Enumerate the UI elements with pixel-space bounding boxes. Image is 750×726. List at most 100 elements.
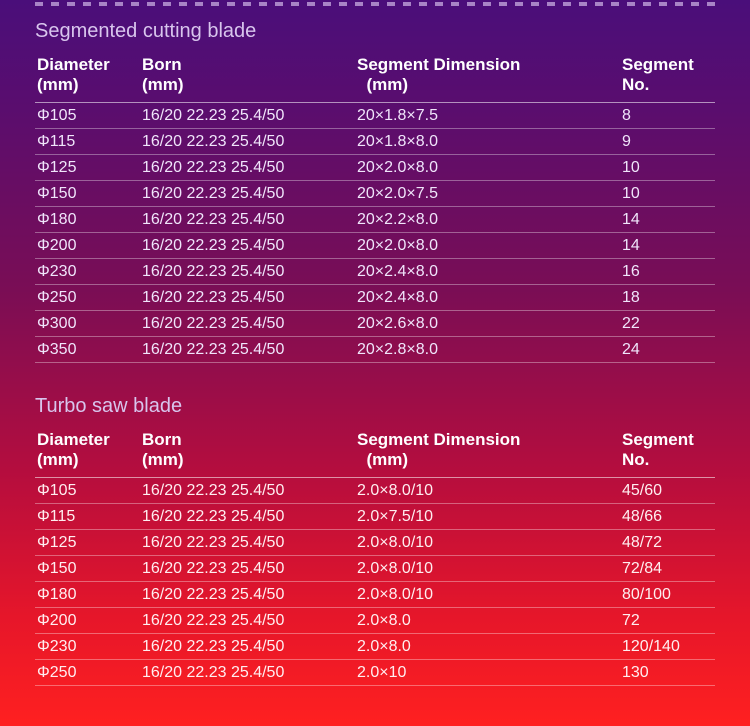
cell: 14 [620,233,715,259]
cell: 2.0×7.5/10 [355,504,620,530]
table-row: Φ10516/20 22.23 25.4/502.0×8.0/1045/60 [35,478,715,504]
table-header-row: Diameter(mm) Born(mm) Segment Dimension … [35,51,715,103]
cell: Φ180 [35,207,140,233]
segmented-tbody: Φ10516/20 22.23 25.4/5020×1.8×7.58Φ11516… [35,103,715,363]
dashed-divider [35,2,715,6]
cell: 16/20 22.23 25.4/50 [140,259,355,285]
table-row: Φ11516/20 22.23 25.4/5020×1.8×8.09 [35,129,715,155]
col-header-born: Born(mm) [140,51,355,103]
table-row: Φ30016/20 22.23 25.4/5020×2.6×8.022 [35,311,715,337]
cell: 20×2.0×8.0 [355,155,620,181]
table-row: Φ20016/20 22.23 25.4/502.0×8.072 [35,608,715,634]
table-row: Φ25016/20 22.23 25.4/5020×2.4×8.018 [35,285,715,311]
cell: Φ105 [35,478,140,504]
table-row: Φ12516/20 22.23 25.4/502.0×8.0/1048/72 [35,530,715,556]
cell: 20×2.6×8.0 [355,311,620,337]
table-row: Φ12516/20 22.23 25.4/5020×2.0×8.010 [35,155,715,181]
cell: 16/20 22.23 25.4/50 [140,556,355,582]
cell: 16/20 22.23 25.4/50 [140,207,355,233]
table-row: Φ20016/20 22.23 25.4/5020×2.0×8.014 [35,233,715,259]
cell: 16/20 22.23 25.4/50 [140,181,355,207]
cell: 120/140 [620,634,715,660]
cell: 8 [620,103,715,129]
table-row: Φ18016/20 22.23 25.4/502.0×8.0/1080/100 [35,582,715,608]
cell: 16/20 22.23 25.4/50 [140,608,355,634]
cell: Φ200 [35,233,140,259]
cell: 16 [620,259,715,285]
table-row: Φ23016/20 22.23 25.4/502.0×8.0120/140 [35,634,715,660]
cell: 16/20 22.23 25.4/50 [140,530,355,556]
cell: 48/72 [620,530,715,556]
cell: Φ125 [35,530,140,556]
cell: 9 [620,129,715,155]
section-title-segmented: Segmented cutting blade [35,20,715,43]
cell: 2.0×8.0/10 [355,478,620,504]
cell: 20×2.0×7.5 [355,181,620,207]
cell: 16/20 22.23 25.4/50 [140,103,355,129]
cell: Φ150 [35,181,140,207]
cell: Φ200 [35,608,140,634]
cell: 16/20 22.23 25.4/50 [140,155,355,181]
cell: Φ230 [35,634,140,660]
cell: Φ150 [35,556,140,582]
cell: 16/20 22.23 25.4/50 [140,478,355,504]
cell: 20×2.8×8.0 [355,337,620,363]
cell: 20×2.0×8.0 [355,233,620,259]
cell: 14 [620,207,715,233]
cell: 2.0×8.0/10 [355,556,620,582]
cell: Φ115 [35,129,140,155]
cell: 20×2.4×8.0 [355,259,620,285]
table-row: Φ11516/20 22.23 25.4/502.0×7.5/1048/66 [35,504,715,530]
cell: 20×1.8×7.5 [355,103,620,129]
cell: 2.0×8.0 [355,608,620,634]
cell: 72 [620,608,715,634]
table-row: Φ18016/20 22.23 25.4/5020×2.2×8.014 [35,207,715,233]
cell: Φ300 [35,311,140,337]
table-row: Φ35016/20 22.23 25.4/5020×2.8×8.024 [35,337,715,363]
cell: Φ350 [35,337,140,363]
table-header-row: Diameter(mm) Born(mm) Segment Dimension … [35,426,715,478]
col-header-born: Born(mm) [140,426,355,478]
cell: 10 [620,155,715,181]
cell: 16/20 22.23 25.4/50 [140,129,355,155]
cell: 2.0×8.0 [355,634,620,660]
cell: 16/20 22.23 25.4/50 [140,582,355,608]
table-row: Φ25016/20 22.23 25.4/502.0×10130 [35,660,715,686]
cell: 16/20 22.23 25.4/50 [140,311,355,337]
table-row: Φ23016/20 22.23 25.4/5020×2.4×8.016 [35,259,715,285]
cell: 16/20 22.23 25.4/50 [140,660,355,686]
cell: 130 [620,660,715,686]
col-header-diameter: Diameter(mm) [35,426,140,478]
cell: 22 [620,311,715,337]
cell: 10 [620,181,715,207]
cell: 2.0×10 [355,660,620,686]
cell: 2.0×8.0/10 [355,530,620,556]
cell: 16/20 22.23 25.4/50 [140,233,355,259]
cell: 20×2.4×8.0 [355,285,620,311]
cell: 20×2.2×8.0 [355,207,620,233]
cell: 72/84 [620,556,715,582]
cell: 16/20 22.23 25.4/50 [140,285,355,311]
cell: Φ125 [35,155,140,181]
cell: 80/100 [620,582,715,608]
col-header-segno: SegmentNo. [620,51,715,103]
cell: Φ230 [35,259,140,285]
cell: 48/66 [620,504,715,530]
cell: 45/60 [620,478,715,504]
cell: Φ250 [35,660,140,686]
col-header-segdim: Segment Dimension (mm) [355,51,620,103]
turbo-table: Diameter(mm) Born(mm) Segment Dimension … [35,426,715,686]
cell: Φ180 [35,582,140,608]
col-header-diameter: Diameter(mm) [35,51,140,103]
cell: 18 [620,285,715,311]
table-row: Φ10516/20 22.23 25.4/5020×1.8×7.58 [35,103,715,129]
cell: Φ105 [35,103,140,129]
cell: 24 [620,337,715,363]
section-title-turbo: Turbo saw blade [35,395,715,418]
col-header-segdim: Segment Dimension (mm) [355,426,620,478]
table-row: Φ15016/20 22.23 25.4/5020×2.0×7.510 [35,181,715,207]
segmented-table: Diameter(mm) Born(mm) Segment Dimension … [35,51,715,363]
table-row: Φ15016/20 22.23 25.4/502.0×8.0/1072/84 [35,556,715,582]
cell: 20×1.8×8.0 [355,129,620,155]
turbo-tbody: Φ10516/20 22.23 25.4/502.0×8.0/1045/60Φ1… [35,478,715,686]
